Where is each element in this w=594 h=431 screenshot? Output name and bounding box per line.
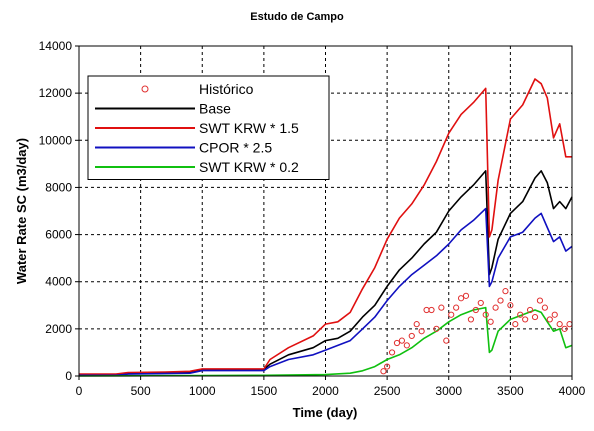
legend-label: SWT KRW * 0.2	[199, 159, 299, 175]
historico-point	[423, 306, 430, 314]
chart-title: Estudo de Campo	[250, 11, 344, 23]
historico-point	[467, 316, 475, 323]
historico-point	[526, 306, 534, 314]
y-tick-label: 2000	[45, 322, 72, 336]
historico-point	[477, 299, 484, 307]
legend-label: Histórico	[199, 81, 254, 97]
historico-point	[413, 321, 420, 328]
historico-point	[556, 321, 563, 328]
series-line-base	[79, 170, 573, 376]
x-tick-label: 3500	[497, 384, 524, 398]
historico-point	[566, 321, 573, 328]
historico-point	[384, 363, 391, 370]
historico-point	[380, 368, 387, 375]
historico-point	[472, 306, 479, 314]
x-axis-ticks: 0 500 1000 1500 2000 2500 3000 3500 4000	[76, 376, 586, 398]
historico-point	[497, 297, 504, 304]
historico-point	[438, 304, 445, 311]
x-tick-label: 4000	[559, 384, 586, 398]
legend: Histórico Base SWT KRW * 1.5 CPOR * 2.5 SWT …	[87, 75, 330, 180]
series-line-swt-krw-0-2	[78, 306, 573, 377]
legend-marker	[141, 85, 149, 93]
series-line-swt-krw-1-5	[79, 78, 572, 375]
historico-point	[541, 304, 548, 311]
y-axis-label: Water Rate SC (m3/day)	[14, 138, 29, 284]
series-layer	[78, 78, 573, 377]
historico-point	[522, 316, 529, 323]
historico-point	[428, 306, 435, 314]
series-line-cpor-2-5	[79, 207, 573, 377]
x-axis-label: Time (day)	[293, 405, 358, 420]
x-tick-label: 500	[131, 384, 151, 398]
historico-point	[408, 332, 415, 340]
historico-point	[546, 316, 553, 323]
y-axis-ticks: 0 2000 4000 6000 8000 10000 12000 14000	[39, 39, 79, 383]
historico-point	[551, 311, 558, 318]
historico-point	[482, 311, 489, 318]
historico-point	[448, 311, 455, 318]
historico-point	[517, 311, 524, 318]
historico-point	[398, 337, 406, 344]
historico-point	[433, 325, 440, 332]
historico-point	[492, 304, 499, 311]
historico-point	[502, 288, 509, 295]
x-tick-label: 2000	[312, 384, 339, 398]
historico-point	[418, 328, 425, 335]
historico-point	[457, 295, 465, 302]
y-tick-label: 12000	[39, 86, 73, 100]
x-tick-label: 2500	[374, 384, 401, 398]
historico-point	[388, 349, 396, 356]
historico-point	[393, 339, 401, 347]
y-tick-label: 0	[65, 369, 72, 383]
historico-point	[403, 342, 410, 349]
historico-point	[507, 302, 514, 309]
y-tick-label: 4000	[45, 275, 72, 289]
historico-point	[453, 304, 460, 311]
historico-point	[536, 297, 544, 304]
historico-point	[462, 292, 470, 299]
historico-point	[531, 313, 539, 321]
x-tick-label: 3000	[435, 384, 462, 398]
legend-label: CPOR * 2.5	[199, 140, 272, 156]
historico-point	[561, 325, 568, 332]
x-tick-label: 1000	[189, 384, 216, 398]
historico-point	[487, 318, 494, 325]
historico-point	[512, 321, 519, 328]
y-tick-label: 10000	[39, 133, 73, 147]
historico-point	[443, 337, 450, 344]
legend-label: SWT KRW * 1.5	[199, 120, 299, 136]
x-tick-label: 0	[76, 384, 83, 398]
x-tick-label: 1500	[251, 384, 278, 398]
legend-label: Base	[199, 101, 231, 117]
y-tick-label: 6000	[45, 228, 72, 242]
y-tick-label: 14000	[39, 39, 73, 53]
y-tick-label: 8000	[45, 180, 72, 194]
